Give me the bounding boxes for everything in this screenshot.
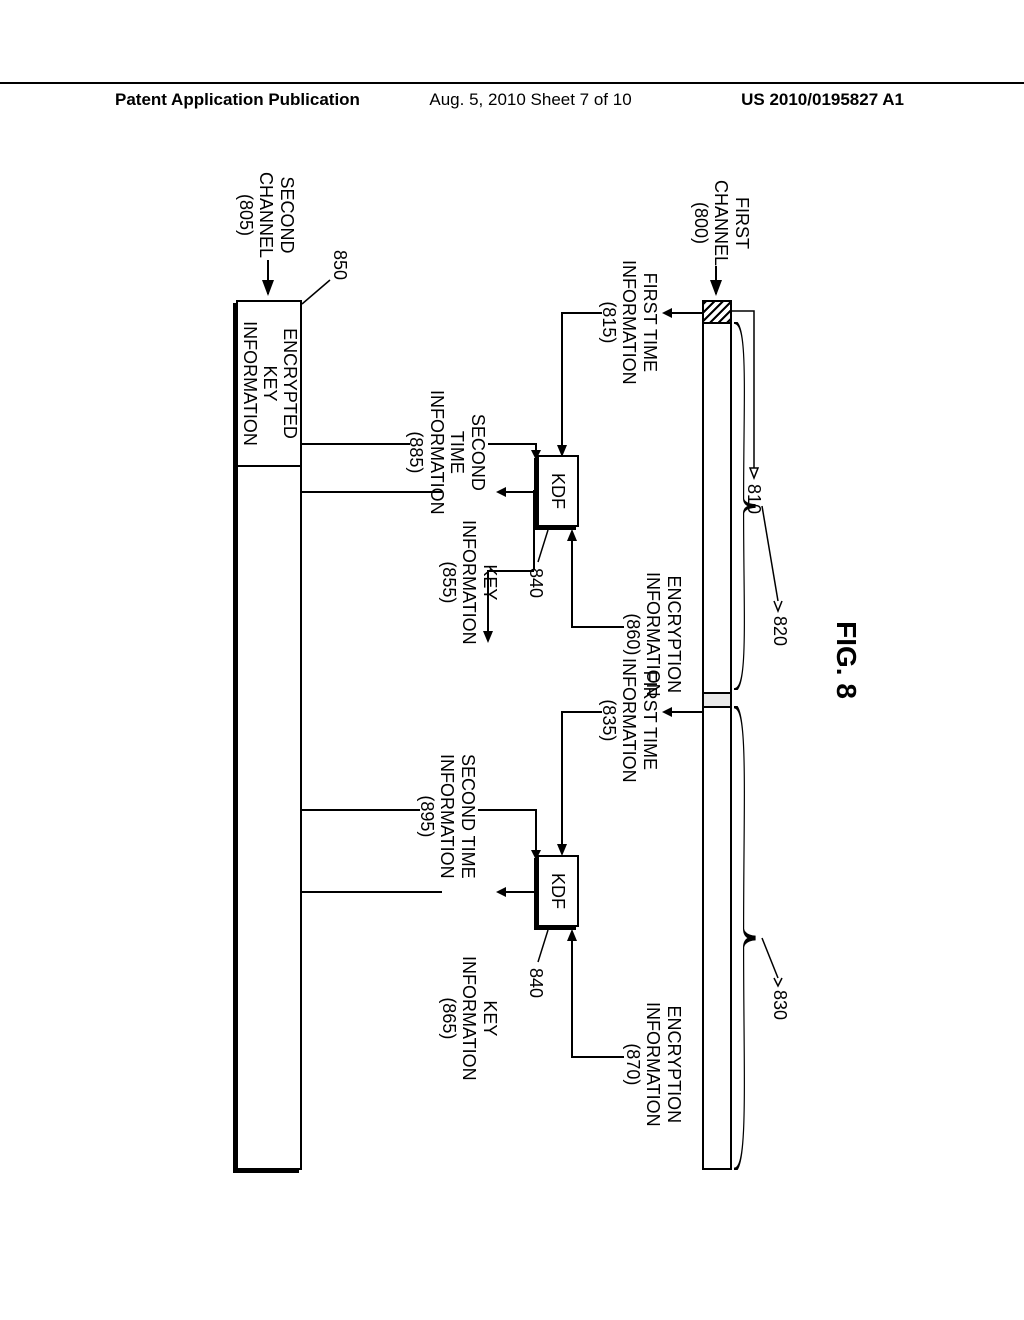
- figure-8: FIG. 8 FIRSTCHANNEL(800) 810 820: [162, 110, 862, 1210]
- line-855-to-bar: [300, 486, 442, 498]
- lead-810: [722, 308, 762, 478]
- page-header: Patent Application Publication Aug. 5, 2…: [0, 82, 1024, 110]
- seg-830-start: [704, 692, 730, 708]
- lead-840b: [534, 930, 550, 970]
- arrow-815-down: [662, 307, 702, 319]
- arrow-885-up: [486, 438, 536, 488]
- second-time-895: SECOND TIMEINFORMATION(895): [416, 754, 478, 879]
- arrow-second-channel: [262, 260, 274, 300]
- key-info-855: KEYINFORMATION(855): [438, 520, 500, 645]
- kdf-b-text: KDF: [548, 873, 569, 909]
- first-time-815: FIRST TIMEINFORMATION(815): [598, 260, 660, 385]
- header-mid: Aug. 5, 2010 Sheet 7 of 10: [429, 90, 631, 110]
- figure-title: FIG. 8: [830, 621, 862, 699]
- header-left: Patent Application Publication: [115, 90, 360, 110]
- ref-850: 850: [329, 250, 350, 280]
- line-885-to-bar: [300, 438, 410, 450]
- kdf-box-b: KDF: [537, 855, 579, 927]
- line-865-to-bar: [300, 886, 442, 898]
- kdf-box-a: KDF: [537, 455, 579, 527]
- lead-850: [298, 278, 332, 308]
- arrow-enc-a: [564, 527, 624, 647]
- figure-wrap: FIG. 8 FIRSTCHANNEL(800) 810 820: [162, 110, 862, 1210]
- first-channel-label: FIRSTCHANNEL(800): [690, 180, 752, 266]
- enc-info-860: ENCRYPTIONINFORMATION(860): [622, 572, 684, 697]
- ref-830: 830: [769, 990, 790, 1020]
- arrow-to-kdf-a-left: [552, 307, 602, 457]
- ref-840b: 840: [525, 968, 546, 998]
- arrow-895-up: [476, 804, 536, 864]
- ref-820: 820: [769, 616, 790, 646]
- key-info-865: KEYINFORMATION(865): [438, 956, 500, 1081]
- encrypted-key-bar: ENCRYPTEDKEYINFORMATION: [236, 300, 302, 1170]
- arrow-first-channel: [710, 266, 722, 300]
- second-channel-label: SECONDCHANNEL(805): [235, 172, 297, 258]
- arrow-enc-b: [564, 927, 624, 1077]
- line-895-to-bar: [300, 804, 420, 816]
- brace-830: [734, 706, 758, 1170]
- enc-info-870: ENCRYPTIONINFORMATION(870): [622, 1002, 684, 1127]
- arrow-kdf-a-out-seg: [524, 490, 536, 570]
- encrypted-key-seg: ENCRYPTEDKEYINFORMATION: [238, 302, 300, 467]
- lead-840a: [534, 530, 550, 570]
- kdf-a-text: KDF: [548, 473, 569, 509]
- header-right: US 2010/0195827 A1: [741, 90, 904, 110]
- arrow-key-865: [496, 886, 536, 898]
- encrypted-key-text: ENCRYPTEDKEYINFORMATION: [239, 321, 298, 446]
- arrow-to-kdf-b-left: [552, 706, 602, 856]
- lead-830: [756, 938, 786, 986]
- arrow-835-down: [662, 706, 702, 718]
- lead-820: [756, 506, 786, 611]
